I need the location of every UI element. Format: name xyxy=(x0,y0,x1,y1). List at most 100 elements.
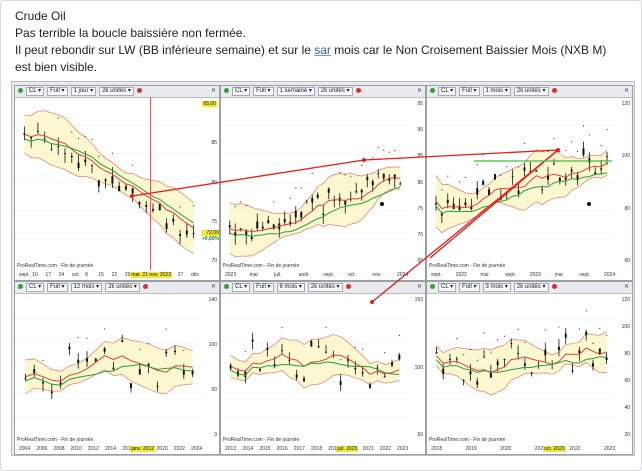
moving-average-line xyxy=(436,356,607,373)
close-icon[interactable]: ✕ xyxy=(210,88,216,94)
candle-body xyxy=(493,174,496,180)
toolbar-symbol-select[interactable]: CL ▾ xyxy=(438,87,457,96)
toolbar-type-select[interactable]: Full ▾ xyxy=(253,283,274,292)
sar-dot xyxy=(383,149,385,151)
toolbar-count-select[interactable]: 2k unités ▾ xyxy=(513,283,549,292)
toolbar-type-select[interactable]: Full ▾ xyxy=(47,87,68,96)
close-icon[interactable]: ✕ xyxy=(623,88,629,94)
toolbar-period-select[interactable]: 3 mois ▾ xyxy=(482,283,511,292)
x-tick-label: sept. xyxy=(579,272,591,278)
x-tick-label: 2017 xyxy=(293,446,305,452)
toolbar-type-select[interactable]: Full ▾ xyxy=(459,283,480,292)
refresh-icon[interactable] xyxy=(551,87,557,93)
refresh-icon[interactable] xyxy=(551,283,557,289)
close-icon[interactable]: ✕ xyxy=(416,88,422,94)
candle-body xyxy=(259,368,261,371)
sar-dot xyxy=(295,187,297,189)
toolbar-type-select[interactable]: Full ▾ xyxy=(253,87,274,96)
toolbar-symbol-select[interactable]: CL ▾ xyxy=(232,283,251,292)
candle-body xyxy=(131,188,134,194)
sar-dot xyxy=(311,172,313,174)
toolbar-period-select[interactable]: 1 jour ▾ xyxy=(70,87,97,96)
price-plot[interactable] xyxy=(221,97,407,268)
close-icon[interactable]: ✕ xyxy=(416,284,422,290)
candle-body xyxy=(576,175,579,181)
toolbar-type-select[interactable]: Full ▾ xyxy=(47,283,68,292)
candle-body xyxy=(446,199,449,203)
candle-body xyxy=(147,363,150,367)
toolbar-count-select[interactable]: 2k unités ▾ xyxy=(317,87,353,96)
toolbar-type-select[interactable]: Full ▾ xyxy=(459,87,480,96)
toolbar-count-select[interactable]: 2k unités ▾ xyxy=(513,87,549,96)
y-tick-label: 50 xyxy=(211,387,217,393)
candle-body xyxy=(558,177,561,181)
last-price-value: 72,00 xyxy=(201,229,219,236)
candle-body xyxy=(582,148,585,155)
crosshair-date-label: janv. 2012 xyxy=(130,446,156,452)
y-tick-label: 85 xyxy=(417,153,423,160)
chart-toolbar: CL ▾ Full ▾ 1 jour ▾ 2k unités ▾ ✕ xyxy=(15,86,219,98)
toolbar-period-select[interactable]: 1 mois ▾ xyxy=(482,87,511,96)
candle-body xyxy=(118,185,121,192)
sar-dot xyxy=(476,164,478,166)
candle-body xyxy=(229,365,232,369)
candle-body xyxy=(442,368,445,374)
sar-dot xyxy=(86,337,88,339)
close-icon[interactable]: ✕ xyxy=(210,284,216,290)
x-tick-label: 2014 xyxy=(242,446,254,452)
candle-body xyxy=(517,353,520,354)
candle-body xyxy=(77,162,80,169)
y-tick-label: 60 xyxy=(624,378,630,384)
toolbar-count-select[interactable]: 2k unités ▾ xyxy=(99,87,134,96)
toolbar-count-select[interactable]: 2k unités ▾ xyxy=(307,283,343,292)
candle-body xyxy=(333,199,336,201)
toolbar-symbol-select[interactable]: CL ▾ xyxy=(232,87,251,96)
toolbar-symbol-select[interactable]: CL ▾ xyxy=(438,283,457,292)
refresh-icon[interactable] xyxy=(345,283,351,289)
toolbar-period-select[interactable]: 12 mois ▾ xyxy=(70,283,103,292)
toolbar-count-select[interactable]: 2k unités ▾ xyxy=(105,283,140,292)
candle-body xyxy=(496,361,499,366)
close-icon[interactable]: ✕ xyxy=(623,284,629,290)
sar-dot xyxy=(179,206,181,208)
candle-body xyxy=(250,236,253,240)
sar-dot xyxy=(500,174,502,176)
status-dot-icon xyxy=(18,283,23,289)
x-tick-label: juil. xyxy=(274,272,282,278)
price-plot[interactable] xyxy=(15,97,201,268)
toolbar-symbol-select[interactable]: CL ▾ xyxy=(26,283,45,292)
candle-body xyxy=(294,210,297,218)
x-axis: 2023 mai juil. août sept. oct. nov. 2024 xyxy=(221,270,425,280)
candle-body xyxy=(50,391,53,394)
chart-source-label: ProRealTime.com - Fin de journée xyxy=(223,437,300,443)
post-line-2-end: mois car le Non Croisement Baissier Mois… xyxy=(330,43,607,57)
price-plot[interactable] xyxy=(15,293,201,442)
price-plot[interactable] xyxy=(221,293,407,442)
sar-dot xyxy=(354,346,356,348)
bollinger-band-area xyxy=(24,110,194,254)
sar-dot xyxy=(476,359,478,361)
x-axis: 2013201420152016201720182019202020212022… xyxy=(221,444,425,454)
x-tick-label: 2010 xyxy=(70,446,82,452)
x-tick-label: 27 xyxy=(177,272,184,278)
x-axis: sept.101724oct.8152229nov.132027déc.mar.… xyxy=(15,270,219,280)
price-plot[interactable] xyxy=(427,97,614,268)
toolbar-period-select[interactable]: 6 mois ▾ xyxy=(276,283,305,292)
toolbar-period-select[interactable]: 1 semaine ▾ xyxy=(276,87,315,96)
toolbar-symbol-select[interactable]: CL ▾ xyxy=(26,87,45,96)
sar-dot xyxy=(553,138,555,140)
sar-link[interactable]: sar xyxy=(314,43,331,57)
refresh-icon[interactable] xyxy=(136,87,142,93)
refresh-icon[interactable] xyxy=(355,87,361,93)
sar-dot xyxy=(559,151,561,153)
y-tick-label: 65,00 xyxy=(202,101,217,107)
chart-source-label: ProRealTime.com - Fin de journée xyxy=(17,263,94,269)
sar-dot xyxy=(482,154,484,156)
x-tick-label: août xyxy=(298,272,309,278)
price-plot[interactable] xyxy=(427,293,614,442)
candle-body xyxy=(244,371,247,378)
crosshair-date-label: oct. 2023 xyxy=(542,446,566,452)
sar-dot xyxy=(517,166,520,168)
refresh-icon[interactable] xyxy=(142,283,148,289)
